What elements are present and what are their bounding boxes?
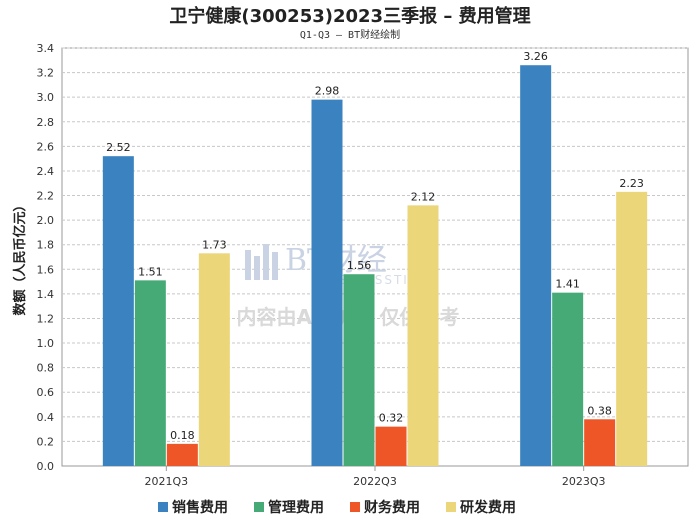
bar bbox=[311, 99, 343, 467]
data-label: 1.73 bbox=[202, 238, 227, 251]
data-label: 2.98 bbox=[315, 85, 340, 98]
y-tick-label: 0.0 bbox=[37, 460, 55, 473]
y-tick-label: 1.0 bbox=[37, 337, 55, 350]
x-tick-label: 2023Q3 bbox=[562, 475, 606, 488]
data-labels: 2.52 1.51 0.18 1.73 2.98 1.56 0.32 2.12 3.26 1.41… bbox=[106, 50, 644, 442]
bar bbox=[520, 65, 552, 466]
bar bbox=[375, 426, 407, 466]
data-label: 1.41 bbox=[555, 278, 580, 291]
y-tick-label: 2.2 bbox=[37, 190, 55, 203]
bar bbox=[407, 205, 439, 467]
y-tick-label: 1.2 bbox=[37, 312, 55, 325]
y-axis-label: 数额（人民币亿元） bbox=[12, 198, 28, 315]
bar bbox=[166, 443, 198, 466]
bar bbox=[134, 280, 166, 466]
legend: 销售费用 管理费用 财务费用 研发费用 bbox=[158, 499, 516, 516]
y-tick-label: 0.4 bbox=[37, 411, 55, 424]
plot-area bbox=[61, 47, 689, 467]
data-label: 1.56 bbox=[347, 259, 372, 272]
y-tick-label: 3.4 bbox=[37, 42, 55, 55]
legend-label: 研发费用 bbox=[460, 499, 516, 516]
bar bbox=[343, 274, 375, 466]
x-tick-label: 2021Q3 bbox=[145, 475, 189, 488]
chart-subtitle: Q1-Q3 – BT财经绘制 bbox=[300, 28, 400, 41]
bar bbox=[552, 292, 584, 466]
data-label: 1.51 bbox=[138, 265, 163, 278]
bar bbox=[198, 253, 230, 466]
y-tick-label: 2.0 bbox=[37, 214, 55, 227]
data-label: 2.23 bbox=[619, 177, 644, 190]
data-label: 0.32 bbox=[379, 412, 404, 425]
y-tick-label: 3.0 bbox=[37, 91, 55, 104]
legend-swatch bbox=[254, 502, 264, 512]
bars bbox=[102, 65, 648, 467]
y-tick-label: 2.8 bbox=[37, 116, 55, 129]
x-axis-ticks: 2021Q3 2022Q3 2023Q3 bbox=[145, 466, 606, 488]
y-tick-label: 2.4 bbox=[37, 165, 55, 178]
watermark-logo-icon bbox=[245, 244, 278, 280]
y-tick-label: 3.2 bbox=[37, 67, 55, 80]
bar bbox=[616, 191, 648, 466]
legend-swatch bbox=[158, 502, 168, 512]
legend-swatch bbox=[350, 502, 360, 512]
bar bbox=[102, 156, 134, 466]
y-tick-label: 1.8 bbox=[37, 239, 55, 252]
data-label: 0.18 bbox=[170, 429, 195, 442]
data-label: 0.38 bbox=[587, 404, 612, 417]
y-tick-label: 1.6 bbox=[37, 263, 55, 276]
chart-title: 卫宁健康(300253)2023三季报 – 费用管理 bbox=[169, 5, 530, 27]
y-tick-label: 0.2 bbox=[37, 435, 55, 448]
data-label: 3.26 bbox=[523, 50, 548, 63]
y-tick-label: 2.6 bbox=[37, 140, 55, 153]
legend-label: 财务费用 bbox=[363, 499, 420, 516]
y-tick-label: 0.6 bbox=[37, 386, 55, 399]
y-axis-ticks: 0.0 0.2 0.4 0.6 0.8 1.0 1.2 1.4 1.6 1.8 2.0 2.2 2.4 2… bbox=[37, 42, 55, 473]
bar bbox=[584, 419, 616, 466]
y-tick-label: 1.4 bbox=[37, 288, 55, 301]
legend-swatch bbox=[446, 502, 456, 512]
data-label: 2.52 bbox=[106, 141, 131, 154]
x-tick-label: 2022Q3 bbox=[353, 475, 397, 488]
data-label: 2.12 bbox=[411, 190, 436, 203]
gridlines bbox=[62, 47, 688, 442]
legend-label: 管理费用 bbox=[268, 499, 324, 516]
legend-label: 销售费用 bbox=[172, 499, 228, 516]
y-tick-label: 0.8 bbox=[37, 362, 55, 375]
